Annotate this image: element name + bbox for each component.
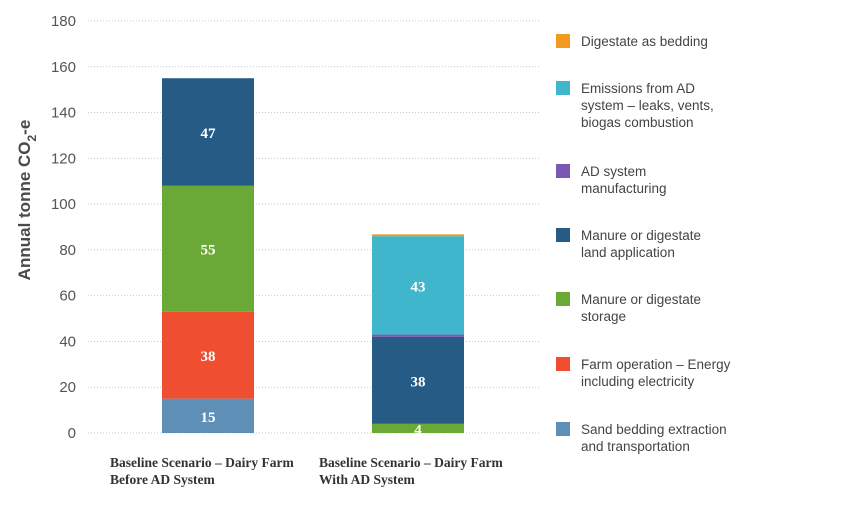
bar-value-label: 38 [201, 349, 216, 365]
legend-label: Digestate as bedding [581, 34, 708, 49]
bar-segment [162, 78, 254, 186]
legend-swatch [556, 357, 570, 371]
y-tick-label: 40 [59, 333, 76, 350]
legend-swatch [556, 81, 570, 95]
legend-label: Emissions from AD system – leaks, vents, b… [581, 81, 714, 130]
bars [162, 78, 464, 433]
legend-label: Sand bedding extraction and transportatio… [581, 422, 727, 454]
category-labels: Baseline Scenario – Dairy Farm Before AD … [110, 455, 503, 487]
y-tick-label: 180 [51, 13, 76, 30]
legend-swatch [556, 164, 570, 178]
bar-value-label: 38 [411, 374, 426, 390]
legend: Digestate as bedding Emissions from AD sys… [556, 34, 731, 454]
bar-value-label: 47 [201, 126, 217, 142]
legend-swatch [556, 292, 570, 306]
bar-segment [372, 423, 464, 433]
y-axis-ticks: 0 20 40 60 80 100 120 140 160 180 [51, 13, 76, 442]
y-tick-label: 120 [51, 150, 76, 167]
y-tick-label: 80 [59, 242, 76, 259]
bar-segment [372, 334, 464, 337]
legend-swatch [556, 422, 570, 436]
legend-label: Manure or digestate storage [581, 292, 701, 324]
bar-value-label: 43 [411, 279, 426, 295]
bar-value-label: 55 [201, 243, 216, 259]
bar-segment [162, 185, 254, 312]
y-axis-label: Annual tonne CO2-e [15, 120, 39, 281]
gridlines [88, 20, 540, 434]
legend-label: AD system manufacturing [581, 164, 667, 196]
category-label: Baseline Scenario – Dairy Farm Before AD … [110, 455, 294, 487]
y-tick-label: 20 [59, 379, 76, 396]
y-tick-label: 100 [51, 196, 76, 213]
bar-value-label: 4 [414, 422, 422, 438]
bar-value-labels: 15 38 55 47 4 38 43 [201, 126, 426, 438]
bar-segment [372, 234, 464, 237]
legend-swatch [556, 228, 570, 242]
bar-segment [162, 311, 254, 399]
bar-segment [162, 398, 254, 433]
bar-segment [372, 336, 464, 424]
category-label: Baseline Scenario – Dairy Farm With AD Sy… [319, 455, 503, 487]
legend-label: Manure or digestate land application [581, 228, 701, 260]
bar-segment [372, 236, 464, 335]
y-tick-label: 60 [59, 288, 76, 305]
legend-label: Farm operation – Energy including electri… [581, 357, 731, 389]
y-tick-label: 160 [51, 59, 76, 76]
y-tick-label: 0 [68, 425, 76, 442]
y-tick-label: 140 [51, 105, 76, 122]
bar-value-label: 15 [201, 410, 216, 426]
legend-swatch [556, 34, 570, 48]
